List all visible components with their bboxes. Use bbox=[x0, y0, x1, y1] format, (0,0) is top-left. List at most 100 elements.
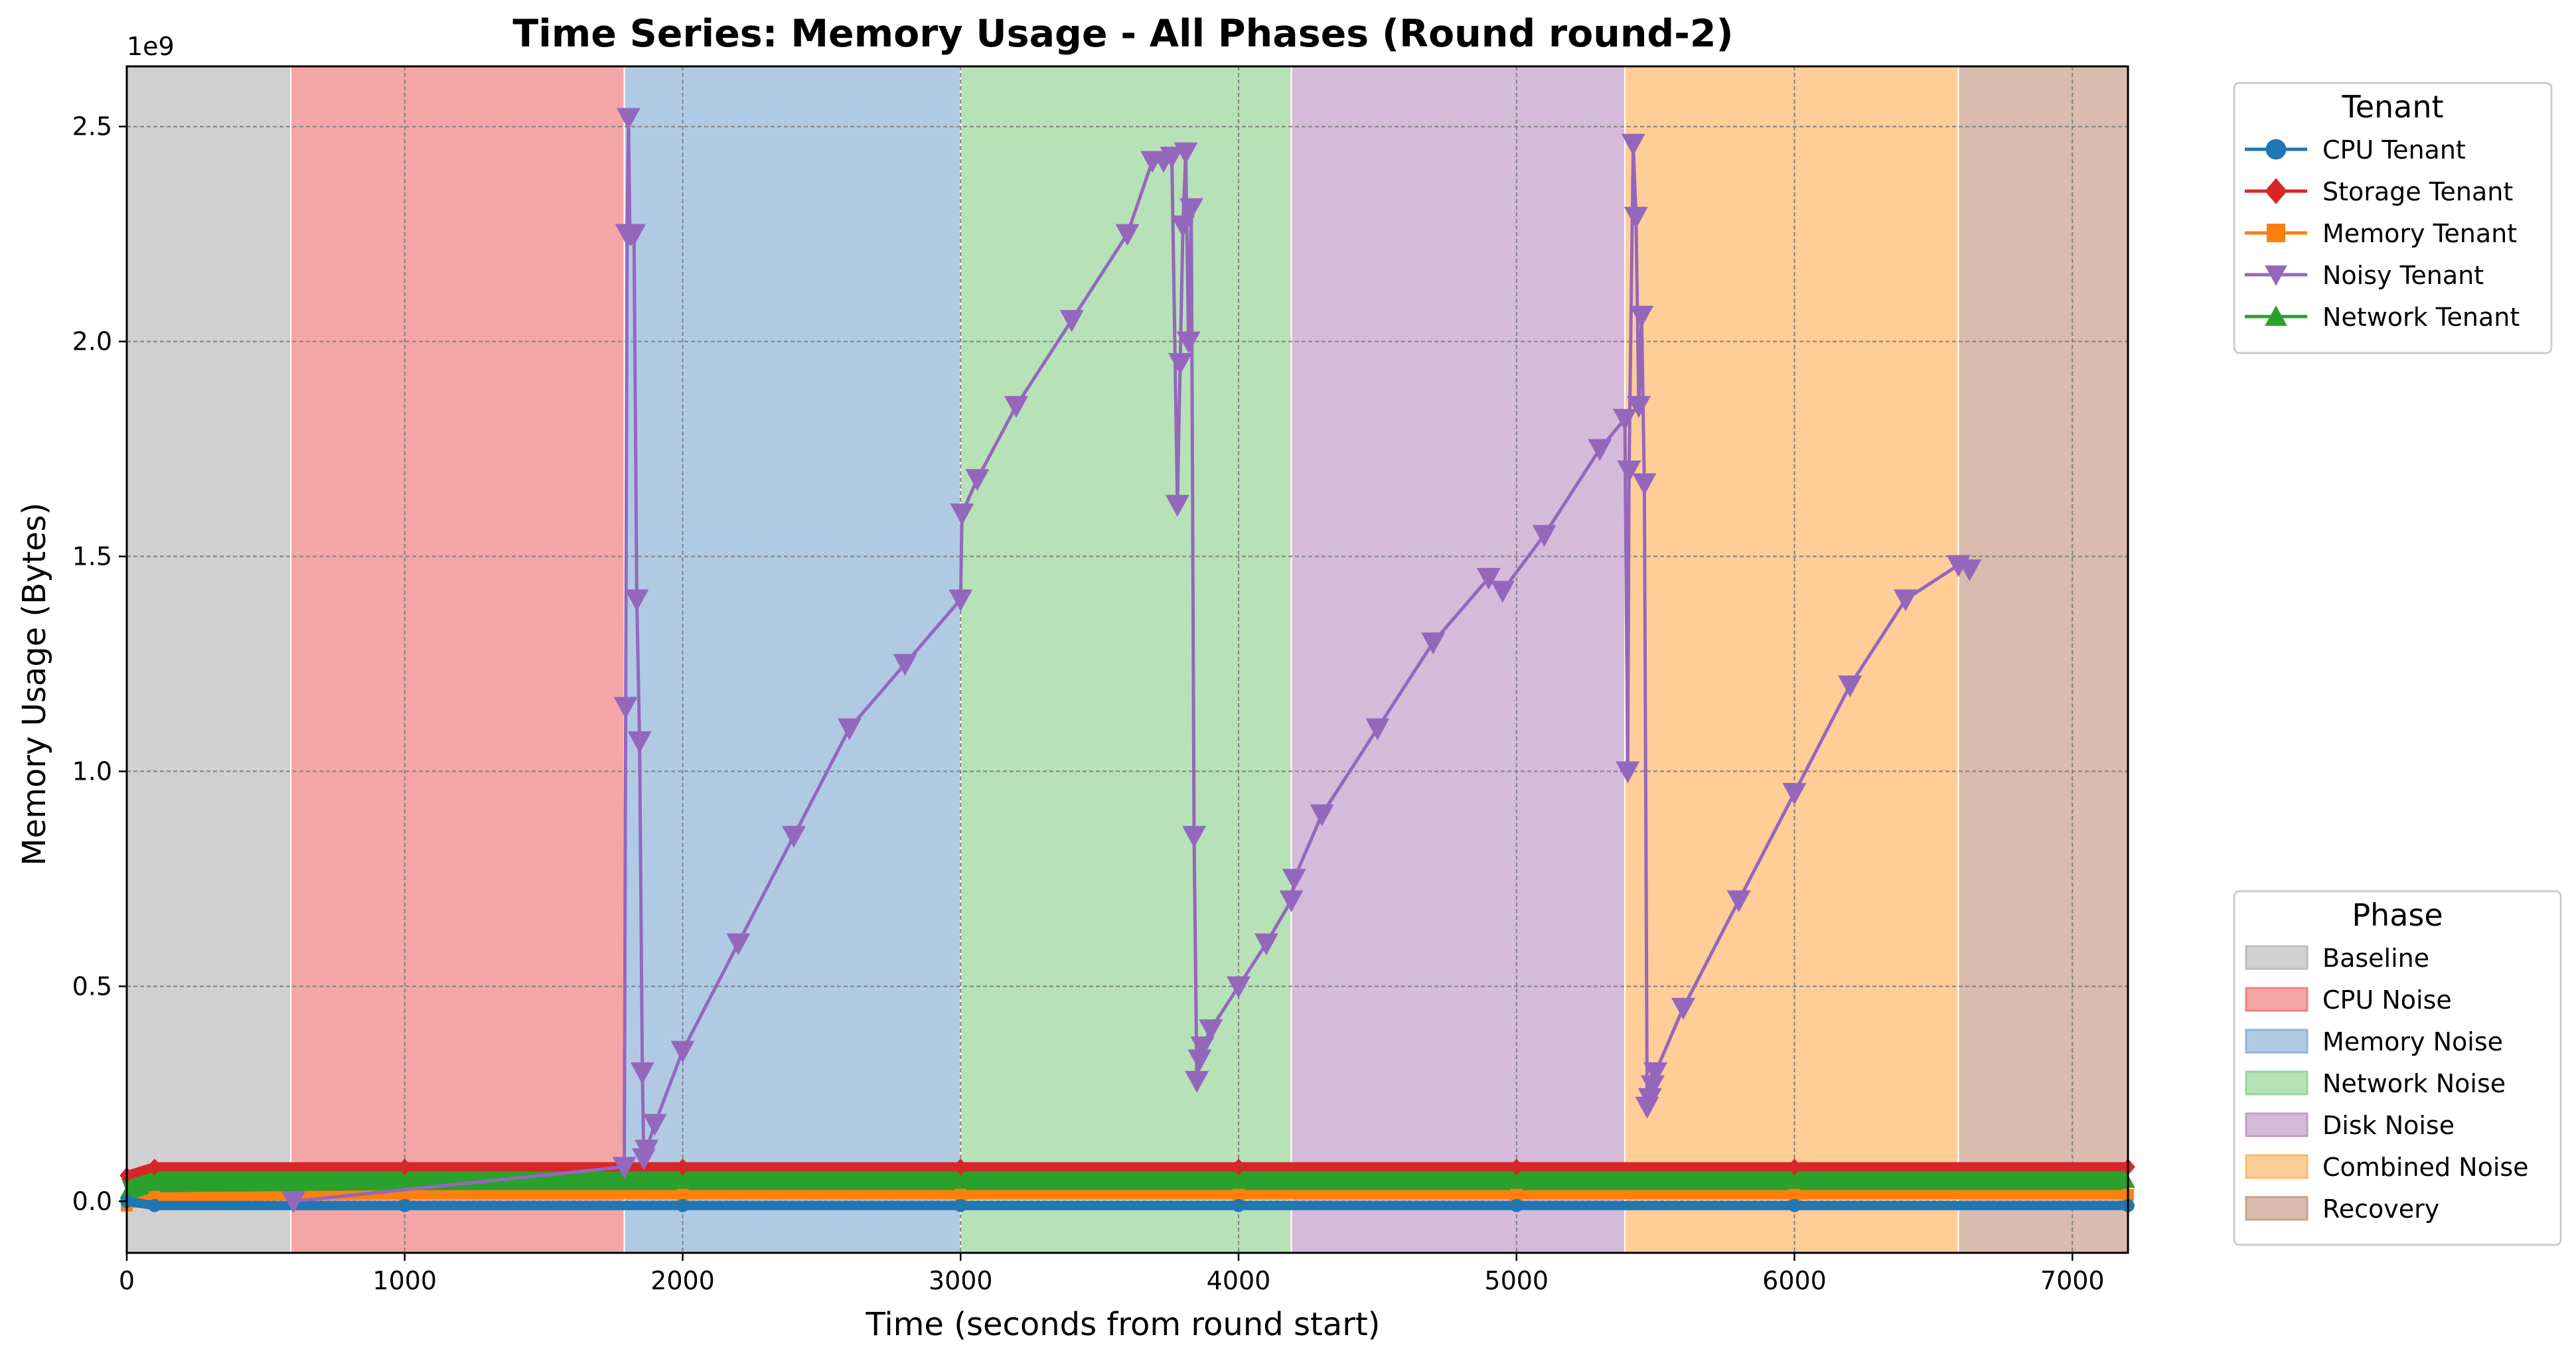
legend-label-network-noise: Network Noise bbox=[2322, 1069, 2506, 1098]
data-point-noisy-tenant bbox=[616, 107, 641, 130]
data-point-noisy-tenant bbox=[1421, 632, 1446, 655]
data-point-noisy-tenant bbox=[1174, 142, 1198, 165]
data-point-storage-tenant bbox=[675, 1158, 690, 1176]
data-point-network-tenant bbox=[953, 1175, 968, 1188]
phase-band-cpu-noise bbox=[290, 66, 625, 1254]
y-tick-label: 1.5 bbox=[72, 542, 112, 571]
legend-marker-storage-tenant bbox=[2265, 178, 2287, 204]
x-tick-label: 5000 bbox=[1484, 1266, 1549, 1295]
data-point-noisy-tenant bbox=[1254, 933, 1278, 956]
legend-label-disk-noise: Disk Noise bbox=[2322, 1111, 2455, 1140]
data-point-storage-tenant bbox=[1231, 1158, 1246, 1176]
data-point-noisy-tenant bbox=[893, 654, 917, 676]
tenant-legend: Tenant CPU Tenant Storage Tenant Memory Ten… bbox=[2233, 82, 2553, 354]
data-point-network-tenant bbox=[1509, 1175, 1524, 1188]
legend-label-recovery: Recovery bbox=[2322, 1194, 2439, 1224]
data-point-noisy-tenant bbox=[1160, 147, 1184, 169]
phase-band-disk-noise bbox=[1290, 66, 1626, 1254]
x-axis-label: Time (seconds from round start) bbox=[865, 1306, 1380, 1343]
legend-frame bbox=[2233, 890, 2562, 1246]
data-point-noisy-tenant bbox=[1310, 804, 1334, 827]
data-point-noisy-tenant bbox=[281, 1191, 306, 1214]
legend-swatch-baseline bbox=[2245, 945, 2309, 970]
x-tick-label: 1000 bbox=[372, 1266, 437, 1295]
data-point-noisy-tenant bbox=[643, 1113, 667, 1136]
data-point-noisy-tenant bbox=[1894, 589, 1918, 612]
legend-label-memory-noise: Memory Noise bbox=[2322, 1027, 2503, 1056]
y-tick-label: 2.0 bbox=[72, 327, 112, 356]
legend-marker-memory-tenant bbox=[2267, 224, 2285, 242]
data-point-noisy-tenant bbox=[965, 468, 990, 491]
data-point-noisy-tenant bbox=[1199, 1019, 1223, 1042]
phase-band-recovery bbox=[1957, 66, 2129, 1254]
x-tick-label: 2000 bbox=[650, 1266, 715, 1295]
x-tick-label: 7000 bbox=[2040, 1266, 2105, 1295]
y-tick-label: 1.0 bbox=[72, 756, 112, 786]
legend-label-cpu-tenant: CPU Tenant bbox=[2322, 135, 2466, 165]
data-point-noisy-tenant bbox=[622, 224, 646, 246]
data-point-noisy-tenant bbox=[1627, 395, 1651, 418]
data-point-storage-tenant bbox=[397, 1158, 412, 1176]
legend-frame bbox=[2233, 82, 2553, 354]
data-point-cpu-tenant bbox=[1787, 1198, 1801, 1212]
data-point-noisy-tenant bbox=[837, 718, 862, 741]
data-point-noisy-tenant bbox=[1621, 133, 1645, 156]
series-memory-tenant bbox=[121, 1188, 2134, 1212]
data-point-noisy-tenant bbox=[1165, 494, 1189, 517]
data-point-noisy-tenant bbox=[1490, 581, 1515, 603]
data-point-noisy-tenant bbox=[1187, 1049, 1212, 1072]
data-point-noisy-tenant bbox=[948, 589, 973, 612]
x-tick-label: 4000 bbox=[1207, 1266, 1271, 1295]
data-point-noisy-tenant bbox=[627, 731, 652, 754]
legend-swatch-network-noise bbox=[2245, 1070, 2309, 1096]
data-point-noisy-tenant bbox=[1637, 1088, 1662, 1110]
data-point-noisy-tenant bbox=[726, 933, 751, 956]
data-point-noisy-tenant bbox=[612, 1157, 637, 1179]
legend-label-combined-noise: Combined Noise bbox=[2322, 1153, 2529, 1182]
y-axis-offset-label: 1e9 bbox=[127, 32, 175, 61]
data-point-noisy-tenant bbox=[625, 589, 649, 612]
data-point-memory-tenant bbox=[676, 1188, 689, 1201]
legend-label-memory-tenant: Memory Tenant bbox=[2322, 219, 2517, 248]
legend-title: Phase bbox=[2352, 897, 2443, 933]
data-point-memory-tenant bbox=[954, 1188, 967, 1201]
data-point-noisy-tenant bbox=[1613, 409, 1637, 431]
legend-swatch-recovery bbox=[2245, 1196, 2309, 1221]
data-point-noisy-tenant bbox=[1171, 215, 1195, 238]
data-point-network-tenant bbox=[1231, 1175, 1246, 1188]
data-point-noisy-tenant bbox=[1282, 869, 1306, 891]
legend-swatch-cpu-noise bbox=[2245, 987, 2309, 1012]
data-point-noisy-tenant bbox=[1629, 305, 1654, 328]
data-point-noisy-tenant bbox=[1182, 825, 1206, 848]
data-point-noisy-tenant bbox=[1279, 890, 1304, 912]
legend-swatch-disk-noise bbox=[2245, 1112, 2309, 1137]
data-point-network-tenant bbox=[147, 1175, 162, 1188]
data-point-memory-tenant bbox=[1510, 1188, 1523, 1201]
data-point-memory-tenant bbox=[1233, 1188, 1245, 1201]
phase-band-network-noise bbox=[960, 66, 1292, 1254]
data-point-noisy-tenant bbox=[1115, 224, 1140, 246]
legend-marker-noisy-tenant bbox=[2265, 265, 2287, 286]
data-point-network-tenant bbox=[397, 1175, 412, 1188]
data-point-noisy-tenant bbox=[1059, 310, 1084, 332]
data-point-noisy-tenant bbox=[1616, 761, 1640, 784]
phase-legend: Phase Baseline CPU Noise Memory Noise Networ… bbox=[2233, 890, 2562, 1246]
data-point-noisy-tenant bbox=[950, 503, 974, 526]
data-point-noisy-tenant bbox=[1782, 782, 1807, 805]
data-point-noisy-tenant bbox=[782, 825, 806, 848]
plot-frame bbox=[125, 65, 2129, 1254]
data-point-memory-tenant bbox=[1788, 1188, 1801, 1201]
data-point-noisy-tenant bbox=[1179, 198, 1203, 220]
y-axis-label: Memory Usage (Bytes) bbox=[16, 502, 53, 865]
legend-swatch-combined-noise bbox=[2245, 1154, 2309, 1179]
phase-band-baseline bbox=[126, 66, 292, 1254]
data-point-noisy-tenant bbox=[1632, 473, 1657, 496]
data-point-cpu-tenant bbox=[1232, 1198, 1245, 1212]
y-tick-label: 0.0 bbox=[72, 1186, 112, 1216]
legend-label-cpu-noise: CPU Noise bbox=[2322, 985, 2452, 1015]
data-point-noisy-tenant bbox=[1643, 1062, 1668, 1084]
phase-band-combined-noise bbox=[1624, 66, 1959, 1254]
data-point-storage-tenant bbox=[1787, 1158, 1802, 1176]
series-line-cpu-tenant bbox=[125, 1196, 2128, 1210]
data-point-noisy-tenant bbox=[1671, 997, 1695, 1020]
